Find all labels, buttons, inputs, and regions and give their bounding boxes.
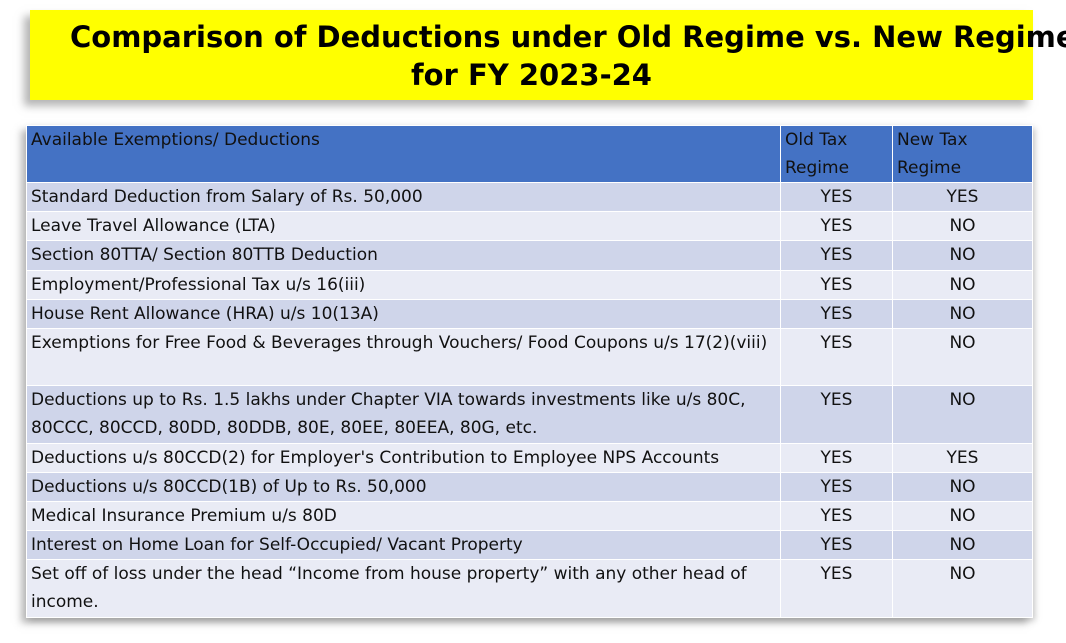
row-new-value: NO: [892, 471, 1033, 503]
table-row: Exemptions for Free Food & Beverages thr…: [26, 327, 1033, 387]
row-new-value: YES: [892, 442, 1033, 473]
header-exemptions: Available Exemptions/ Deductions: [26, 125, 781, 183]
row-item: Medical Insurance Premium u/s 80D: [26, 501, 781, 532]
row-old-value: YES: [780, 559, 893, 618]
row-old-value: YES: [780, 298, 893, 329]
row-item: House Rent Allowance (HRA) u/s 10(13A): [26, 298, 781, 329]
row-item: Interest on Home Loan for Self-Occupied/…: [26, 530, 781, 561]
row-old-value: YES: [780, 471, 893, 503]
row-item: Leave Travel Allowance (LTA): [26, 211, 781, 242]
comparison-table-container: Available Exemptions/ Deductions Old Tax…: [26, 125, 1033, 618]
row-old-value: YES: [780, 501, 893, 532]
page-title-line-2: for FY 2023-24: [411, 58, 652, 92]
row-new-value: NO: [892, 501, 1033, 532]
table-header-row: Available Exemptions/ Deductions Old Tax…: [26, 125, 1033, 183]
row-old-value: YES: [780, 327, 893, 387]
row-item: Standard Deduction from Salary of Rs. 50…: [26, 181, 781, 213]
row-new-value: NO: [892, 385, 1033, 444]
row-new-value: NO: [892, 240, 1033, 271]
row-new-value: NO: [892, 530, 1033, 561]
header-old-regime: Old Tax Regime: [780, 125, 893, 183]
row-old-value: YES: [780, 442, 893, 473]
table-row: Deductions u/s 80CCD(1B) of Up to Rs. 50…: [26, 471, 1033, 503]
row-item: Deductions u/s 80CCD(1B) of Up to Rs. 50…: [26, 471, 781, 503]
table-row: Standard Deduction from Salary of Rs. 50…: [26, 181, 1033, 213]
row-new-value: NO: [892, 327, 1033, 387]
row-new-value: YES: [892, 181, 1033, 213]
row-item: Section 80TTA/ Section 80TTB Deduction: [26, 240, 781, 271]
row-old-value: YES: [780, 530, 893, 561]
row-item: Deductions up to Rs. 1.5 lakhs under Cha…: [26, 385, 781, 444]
page-title-line-1: Comparison of Deductions under Old Regim…: [70, 20, 1066, 54]
table-row: Deductions u/s 80CCD(2) for Employer's C…: [26, 442, 1033, 473]
table-row: House Rent Allowance (HRA) u/s 10(13A) Y…: [26, 298, 1033, 329]
comparison-table: Available Exemptions/ Deductions Old Tax…: [26, 125, 1033, 618]
row-item: Employment/Professional Tax u/s 16(iii): [26, 269, 781, 300]
table-row: Interest on Home Loan for Self-Occupied/…: [26, 530, 1033, 561]
table-row: Medical Insurance Premium u/s 80D YES NO: [26, 501, 1033, 532]
row-new-value: NO: [892, 211, 1033, 242]
row-old-value: YES: [780, 181, 893, 213]
table-row: Section 80TTA/ Section 80TTB Deduction Y…: [26, 240, 1033, 271]
table-row: Deductions up to Rs. 1.5 lakhs under Cha…: [26, 385, 1033, 444]
row-new-value: NO: [892, 298, 1033, 329]
row-item: Exemptions for Free Food & Beverages thr…: [26, 327, 781, 387]
row-old-value: YES: [780, 211, 893, 242]
row-old-value: YES: [780, 269, 893, 300]
title-banner: Comparison of Deductions under Old Regim…: [30, 10, 1066, 100]
row-new-value: NO: [892, 559, 1033, 618]
row-item: Set off of loss under the head “Income f…: [26, 559, 781, 618]
row-old-value: YES: [780, 240, 893, 271]
row-item: Deductions u/s 80CCD(2) for Employer's C…: [26, 442, 781, 473]
table-row: Leave Travel Allowance (LTA) YES NO: [26, 211, 1033, 242]
header-new-regime: New Tax Regime: [892, 125, 1033, 183]
row-new-value: NO: [892, 269, 1033, 300]
row-old-value: YES: [780, 385, 893, 444]
table-row: Set off of loss under the head “Income f…: [26, 559, 1033, 618]
table-row: Employment/Professional Tax u/s 16(iii) …: [26, 269, 1033, 300]
